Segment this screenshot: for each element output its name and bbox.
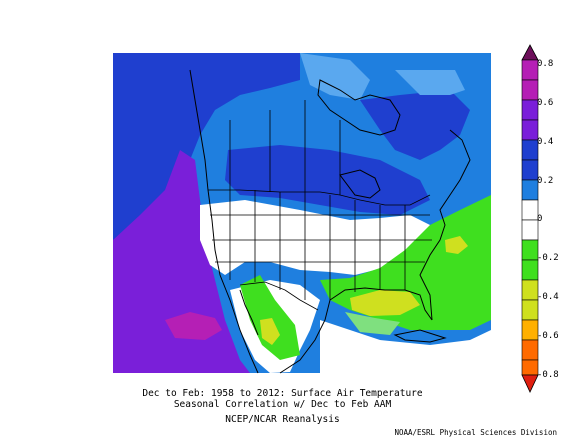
cuba [393,329,447,343]
field-negative-0.4-gulf [350,290,420,316]
field-zero [200,200,430,275]
field-positive-0.4-east [225,145,430,215]
caption-line-3: NCEP/NCAR Reanalysis [225,414,340,425]
colorbar-bottom-arrow [521,374,539,393]
colorbar-swatch [521,259,539,281]
colorbar-swatch [521,359,539,376]
field-light-ne [395,70,465,95]
baja [239,289,259,336]
map-field [113,53,491,373]
field-light-north [300,53,370,100]
field-positive-0.6 [113,150,250,373]
colorbar-label: 0.2 [537,176,554,186]
state-lines-1 [229,190,406,300]
colorbar-label: 0.6 [537,98,554,108]
colorbar-swatch [521,219,539,241]
field-negative-0.4-mex [260,318,280,345]
colorbar-label: 0.8 [537,59,554,69]
colorbar-swatch [521,239,539,261]
colorbar-label: 0.4 [537,137,554,147]
colorbar-swatch [521,99,539,121]
colorbar-label: -0.8 [537,370,559,380]
colorbar-swatch [521,119,539,141]
state-lines-2 [210,214,432,263]
colorbar-swatch [521,159,539,181]
field-light-green [345,312,400,335]
coastlines [189,69,471,374]
colorbar-swatch [521,199,539,221]
west-coast [189,69,259,374]
colorbar-swatch [521,79,539,101]
colorbar-swatch [521,319,539,341]
colorbar-swatch [521,179,539,201]
field-positive-0.4-ne [360,90,470,160]
colorbar-swatch [521,279,539,301]
colorbar-label: 0 [537,214,543,224]
field-negative-0.4-atl [445,236,468,254]
colorbar-label: -0.4 [537,292,559,302]
caption-line-2: Seasonal Correlation w/ Dec to Feb AAM [173,399,392,410]
east-coast [419,129,471,321]
colorbar-swatch [521,139,539,161]
credit-text: NOAA/ESRL Physical Sciences Division [394,428,557,437]
us-mexico-border [239,281,319,311]
colorbar-swatch [521,59,539,81]
field-zero-south [320,320,491,373]
colorbar-swatch [521,339,539,361]
caption-line-1: Dec to Feb: 1958 to 2012: Surface Air Te… [142,388,423,399]
colorbar-swatch [521,299,539,321]
colorbar [521,44,539,393]
colorbar-top-arrow [521,44,539,61]
field-positive-0.6-core [165,312,222,340]
great-lakes [339,169,381,199]
field-negative-0.2-sw [240,275,300,360]
colorbar-label: -0.2 [537,253,559,263]
province-lines [229,100,341,195]
colorbar-label: -0.6 [537,331,559,341]
boundaries [208,100,432,311]
hudson-bay [317,79,401,136]
